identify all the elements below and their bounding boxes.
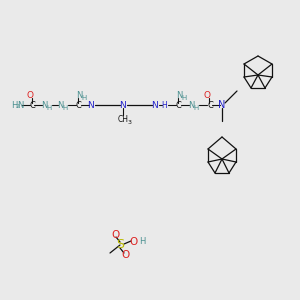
Text: N: N [152,100,158,109]
Text: CH: CH [118,116,128,124]
Text: N: N [88,100,94,109]
Text: O: O [111,230,119,240]
Text: C: C [30,100,36,109]
Text: H: H [46,104,52,110]
Text: 2: 2 [15,104,19,110]
Text: C: C [176,100,182,109]
Text: N: N [57,100,63,109]
Text: N: N [188,100,194,109]
Text: H: H [62,104,68,110]
Text: O: O [121,250,129,260]
Text: N: N [218,100,226,110]
Text: N: N [41,100,47,109]
Text: S: S [116,238,124,251]
Text: H: H [194,104,199,110]
Text: 3: 3 [128,119,132,124]
Text: C: C [207,100,213,109]
Text: C: C [76,100,82,109]
Text: H: H [139,238,145,247]
Text: N: N [76,92,83,100]
Text: H: H [11,100,17,109]
Text: N: N [176,92,182,100]
Text: O: O [203,92,211,100]
Text: H: H [81,95,86,101]
Text: H: H [181,95,186,101]
Text: N: N [120,100,126,109]
Text: N: N [17,100,23,109]
Text: H: H [161,100,167,109]
Text: O: O [130,237,138,247]
Text: O: O [26,92,34,100]
